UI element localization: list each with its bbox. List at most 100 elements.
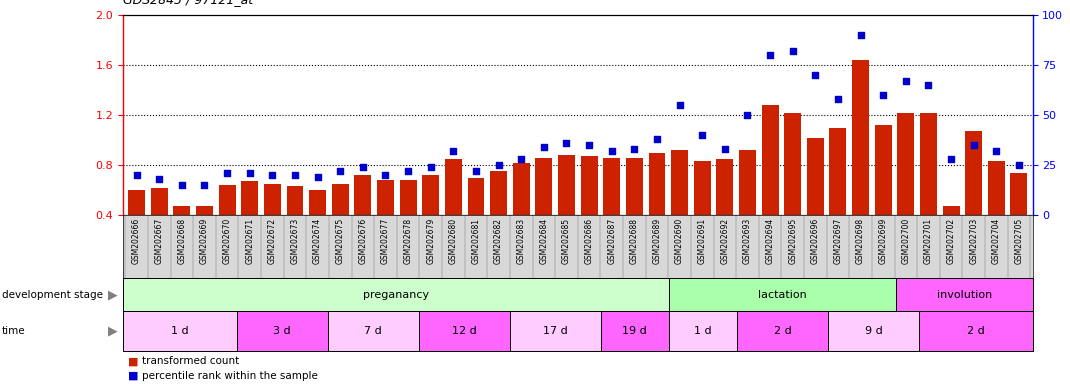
Bar xyxy=(669,278,897,311)
Point xyxy=(151,176,168,182)
Point xyxy=(196,182,213,188)
Text: GSM202691: GSM202691 xyxy=(698,218,706,264)
Text: time: time xyxy=(2,326,26,336)
Point xyxy=(603,148,621,154)
Text: development stage: development stage xyxy=(2,290,103,300)
Bar xyxy=(737,311,828,351)
Bar xyxy=(943,206,960,215)
Point xyxy=(693,132,710,138)
Text: 1 d: 1 d xyxy=(694,326,712,336)
Point xyxy=(423,164,440,170)
Bar xyxy=(557,155,575,215)
Bar xyxy=(920,113,937,215)
Point xyxy=(920,82,937,88)
Text: GSM202684: GSM202684 xyxy=(539,218,548,264)
Point xyxy=(173,182,190,188)
Text: GSM202673: GSM202673 xyxy=(290,218,300,265)
Text: 3 d: 3 d xyxy=(274,326,291,336)
Bar xyxy=(717,159,733,215)
Bar xyxy=(241,181,258,215)
Text: GSM202685: GSM202685 xyxy=(562,218,571,264)
Bar xyxy=(897,278,1033,311)
Text: GSM202698: GSM202698 xyxy=(856,218,866,264)
Text: GSM202679: GSM202679 xyxy=(426,218,435,265)
Text: GSM202701: GSM202701 xyxy=(924,218,933,264)
Bar xyxy=(581,156,598,215)
Point xyxy=(874,92,891,98)
Text: transformed count: transformed count xyxy=(142,356,240,366)
Bar xyxy=(693,161,710,215)
Text: GSM202697: GSM202697 xyxy=(834,218,842,265)
Point xyxy=(128,172,146,178)
Text: GSM202681: GSM202681 xyxy=(472,218,480,264)
Text: 9 d: 9 d xyxy=(865,326,883,336)
Point xyxy=(898,78,915,84)
Point xyxy=(648,136,666,142)
Text: ▶: ▶ xyxy=(108,325,118,338)
Text: GSM202700: GSM202700 xyxy=(901,218,911,265)
Bar xyxy=(1010,173,1027,215)
Text: GSM202680: GSM202680 xyxy=(449,218,458,264)
Text: GSM202675: GSM202675 xyxy=(336,218,345,265)
Text: GSM202668: GSM202668 xyxy=(178,218,186,264)
Text: ■: ■ xyxy=(128,371,139,381)
Bar xyxy=(354,175,371,215)
Bar xyxy=(513,163,530,215)
Bar xyxy=(669,311,737,351)
Bar xyxy=(151,187,168,215)
Text: lactation: lactation xyxy=(758,290,807,300)
Bar xyxy=(807,138,824,215)
Point xyxy=(988,148,1005,154)
Bar xyxy=(490,171,507,215)
Text: GSM202683: GSM202683 xyxy=(517,218,525,264)
Bar xyxy=(828,311,919,351)
Text: GSM202694: GSM202694 xyxy=(766,218,775,265)
Point xyxy=(535,144,552,150)
Text: GSM202686: GSM202686 xyxy=(584,218,594,264)
Text: preganancy: preganancy xyxy=(363,290,429,300)
Bar xyxy=(128,190,146,215)
Text: GSM202702: GSM202702 xyxy=(947,218,956,264)
Bar xyxy=(468,177,485,215)
Point xyxy=(309,174,326,180)
Text: 19 d: 19 d xyxy=(623,326,647,336)
Point xyxy=(241,170,258,176)
Bar xyxy=(875,125,891,215)
Text: GSM202704: GSM202704 xyxy=(992,218,1000,265)
Bar xyxy=(423,175,439,215)
Text: GSM202666: GSM202666 xyxy=(132,218,141,265)
Point xyxy=(784,48,801,55)
Bar xyxy=(626,158,643,215)
Text: percentile rank within the sample: percentile rank within the sample xyxy=(142,371,318,381)
Point xyxy=(626,146,643,152)
Bar xyxy=(123,278,669,311)
Text: GSM202677: GSM202677 xyxy=(381,218,389,265)
Text: GSM202669: GSM202669 xyxy=(200,218,209,265)
Bar xyxy=(509,311,600,351)
Text: ■: ■ xyxy=(128,356,139,366)
Point xyxy=(399,168,416,174)
Bar xyxy=(829,127,846,215)
Text: GSM202688: GSM202688 xyxy=(630,218,639,264)
Text: GSM202690: GSM202690 xyxy=(675,218,684,265)
Point xyxy=(445,148,462,154)
Point xyxy=(829,96,846,102)
Point xyxy=(490,162,507,168)
Text: 2 d: 2 d xyxy=(967,326,984,336)
Bar xyxy=(965,131,982,215)
Point xyxy=(1010,162,1027,168)
Bar xyxy=(784,113,801,215)
Text: GSM202676: GSM202676 xyxy=(358,218,367,265)
Point xyxy=(468,168,485,174)
Text: 1 d: 1 d xyxy=(171,326,188,336)
Bar xyxy=(196,206,213,215)
Point xyxy=(218,170,235,176)
Text: GDS2843 / 97121_at: GDS2843 / 97121_at xyxy=(123,0,254,6)
Point xyxy=(852,32,869,38)
Text: 17 d: 17 d xyxy=(542,326,567,336)
Bar xyxy=(739,150,756,215)
Point xyxy=(807,72,824,78)
Text: GSM202689: GSM202689 xyxy=(653,218,661,264)
Point xyxy=(354,164,371,170)
Bar xyxy=(418,311,509,351)
